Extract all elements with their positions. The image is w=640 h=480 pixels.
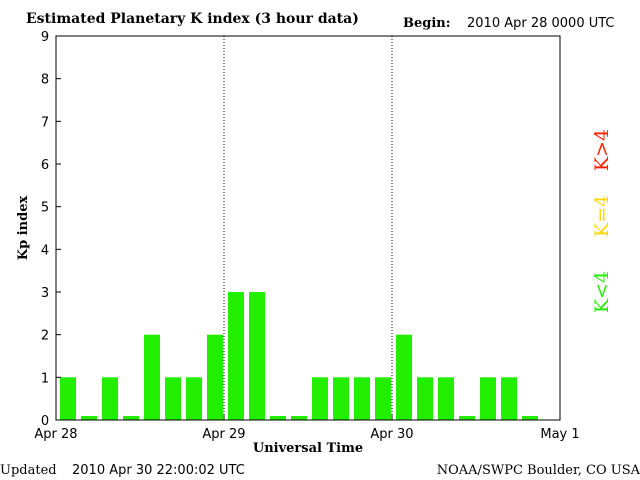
- y-tick-label: 8: [41, 73, 49, 88]
- y-tick-label: 9: [41, 30, 49, 45]
- kp-bar: [333, 377, 349, 420]
- x-tick-label: May 1: [540, 427, 579, 442]
- plot-frame: [55, 35, 561, 421]
- kp-bar: [270, 416, 286, 420]
- y-axis-ticks: 0 1 2 3 4 5 6 7 8 9: [41, 30, 61, 429]
- begin-label: Begin:: [403, 16, 451, 31]
- y-tick-label: 5: [41, 201, 49, 216]
- legend-mid: K=4: [591, 195, 613, 237]
- kp-bar: [165, 377, 181, 420]
- kp-bar: [102, 377, 118, 420]
- updated-label: Updated: [0, 463, 57, 478]
- legend-low: K<4: [591, 271, 613, 313]
- y-tick-label: 3: [41, 286, 49, 301]
- y-tick-label: 1: [41, 371, 49, 386]
- kp-bar: [522, 416, 538, 420]
- kp-bar: [375, 377, 391, 420]
- kp-bar: [228, 292, 244, 420]
- x-axis-label: Universal Time: [253, 441, 363, 456]
- kp-bar: [81, 416, 97, 420]
- kp-bar: [459, 416, 475, 420]
- kp-bar: [186, 377, 202, 420]
- kp-bar: [396, 334, 412, 420]
- kp-bar: [207, 334, 223, 420]
- kp-bar: [123, 416, 139, 420]
- kp-bar: [501, 377, 517, 420]
- y-tick-label: 0: [41, 414, 49, 429]
- x-tick-label: Apr 28: [34, 427, 77, 442]
- y-tick-label: 6: [41, 158, 49, 173]
- day-separators: [223, 36, 393, 420]
- y-tick-label: 4: [41, 243, 49, 258]
- y-tick-label: 2: [41, 329, 49, 344]
- kp-bar: [60, 377, 76, 420]
- kp-bar: [417, 377, 433, 420]
- begin-value: 2010 Apr 28 0000 UTC: [467, 16, 615, 31]
- kp-bar: [291, 416, 307, 420]
- source-credit: NOAA/SWPC Boulder, CO USA: [437, 463, 640, 478]
- kp-bar: [312, 377, 328, 420]
- updated-value: 2010 Apr 30 22:00:02 UTC: [72, 463, 245, 478]
- kp-bar: [480, 377, 496, 420]
- legend-high: K>4: [591, 129, 613, 171]
- x-axis-ticks: Apr 28 Apr 29 Apr 30 May 1: [34, 414, 580, 442]
- y-tick-label: 7: [41, 115, 49, 130]
- kp-bar: [354, 377, 370, 420]
- kp-bar: [438, 377, 454, 420]
- kp-bar: [249, 292, 265, 420]
- chart-title: Estimated Planetary K index (3 hour data…: [26, 11, 359, 27]
- y-axis-label: Kp index: [16, 196, 31, 261]
- kp-bar: [144, 334, 160, 420]
- x-tick-label: Apr 30: [370, 427, 413, 442]
- bar-series: [60, 292, 538, 420]
- x-tick-label: Apr 29: [202, 427, 245, 442]
